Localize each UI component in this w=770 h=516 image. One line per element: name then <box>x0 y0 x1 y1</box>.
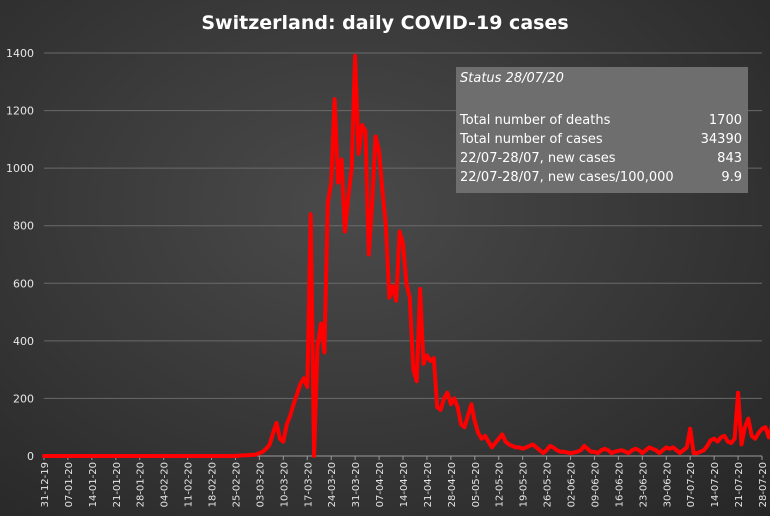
x-tick-label: 28-04-20 <box>447 462 458 507</box>
status-row-label: 22/07-28/07, new cases/100,000 <box>460 170 674 185</box>
y-tick-label: 1400 <box>6 47 34 60</box>
status-row-value: 9.9 <box>721 170 742 185</box>
status-panel-heading: Status 28/07/20 <box>460 71 564 86</box>
x-tick-label: 25-02-20 <box>231 462 242 507</box>
chart-title: Switzerland: daily COVID-19 cases <box>201 12 568 34</box>
y-tick-label: 0 <box>27 450 34 463</box>
y-tick-label: 800 <box>13 220 34 233</box>
y-tick-label: 600 <box>13 277 34 290</box>
x-tick-label: 12-05-20 <box>495 462 506 507</box>
status-row-value: 34390 <box>701 132 742 147</box>
x-tick-label: 11-02-20 <box>184 462 195 507</box>
x-tick-label: 07-07-20 <box>686 462 697 507</box>
series-line <box>42 53 770 458</box>
x-tick-label: 21-01-20 <box>112 462 123 507</box>
x-tick-label: 09-06-20 <box>590 462 601 507</box>
status-panel: Status 28/07/20 Total number of deaths 17… <box>456 67 748 193</box>
x-tick-label: 17-03-20 <box>303 462 314 507</box>
x-tick-label: 14-07-20 <box>710 462 721 507</box>
status-panel-background <box>456 67 748 193</box>
x-tick-label: 21-04-20 <box>423 462 434 507</box>
x-tick-label: 10-03-20 <box>279 462 290 507</box>
x-tick-label: 31-12-19 <box>40 462 51 507</box>
y-tick-label: 1200 <box>6 105 34 118</box>
y-axis-ticks: 0 200 400 600 800 1000 1200 1400 <box>6 47 34 463</box>
status-row-label: Total number of deaths <box>459 113 611 128</box>
x-tick-label: 31-03-20 <box>351 462 362 507</box>
x-tick-label: 19-05-20 <box>519 462 530 507</box>
status-row-label: Total number of cases <box>459 132 603 147</box>
x-tick-label: 07-01-20 <box>64 462 75 507</box>
x-tick-label: 21-07-20 <box>734 462 745 507</box>
x-tick-label: 14-04-20 <box>399 462 410 507</box>
x-tick-label: 24-03-20 <box>327 462 338 507</box>
x-tick-label: 07-04-20 <box>375 462 386 507</box>
x-tick-label: 03-03-20 <box>255 462 266 507</box>
x-axis-ticks: 31-12-19 07-01-20 14-01-20 21-01-20 28-01-20… <box>40 456 769 507</box>
x-tick-label: 26-05-20 <box>543 462 554 507</box>
x-tick-label: 05-05-20 <box>471 462 482 507</box>
y-tick-label: 1000 <box>6 162 34 175</box>
status-row-value: 843 <box>717 151 742 166</box>
gridlines <box>44 52 762 399</box>
x-tick-label: 18-02-20 <box>208 462 219 507</box>
x-tick-label: 04-02-20 <box>160 462 171 507</box>
series-layer <box>42 53 770 458</box>
x-tick-label: 14-01-20 <box>88 462 99 507</box>
status-row-label: 22/07-28/07, new cases <box>460 151 616 166</box>
x-tick-label: 30-06-20 <box>662 462 673 507</box>
x-tick-label: 28-07-20 <box>758 462 769 507</box>
x-tick-label: 16-06-20 <box>614 462 625 507</box>
status-panel-rows: Total number of deaths 1700 Total number o… <box>459 113 742 185</box>
y-tick-label: 200 <box>13 392 34 405</box>
x-tick-label: 28-01-20 <box>136 462 147 507</box>
x-tick-label: 02-06-20 <box>567 462 578 507</box>
y-tick-label: 400 <box>13 335 34 348</box>
status-row-value: 1700 <box>709 113 742 128</box>
x-tick-label: 23-06-20 <box>638 462 649 507</box>
